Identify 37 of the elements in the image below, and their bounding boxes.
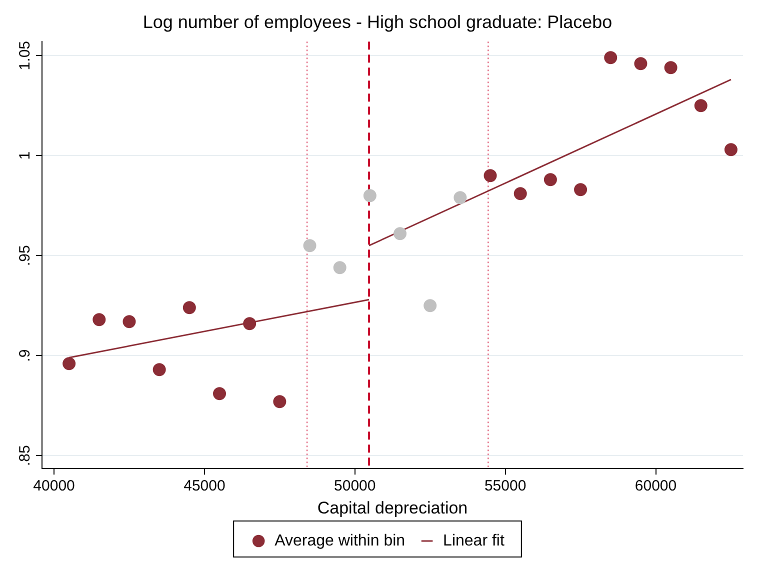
y-tick-label: 1.05 bbox=[16, 41, 34, 70]
y-tick-label: .85 bbox=[16, 445, 34, 466]
point bbox=[62, 357, 76, 370]
point bbox=[363, 189, 376, 202]
x-tick-label: 55000 bbox=[484, 478, 526, 495]
point bbox=[424, 299, 437, 312]
point bbox=[273, 395, 286, 408]
point bbox=[394, 227, 407, 240]
x-tick-label: 45000 bbox=[184, 478, 226, 495]
x-tick-label: 50000 bbox=[334, 478, 376, 495]
point bbox=[122, 315, 136, 328]
x-tick-label: 60000 bbox=[634, 478, 677, 495]
y-tick-label: .95 bbox=[16, 245, 34, 266]
point bbox=[664, 61, 678, 74]
chart-title: Log number of employees - High school graduate: Placebo bbox=[142, 12, 612, 32]
point bbox=[182, 301, 196, 314]
legend-label: Linear fit bbox=[443, 532, 505, 550]
point bbox=[604, 51, 618, 64]
point bbox=[92, 313, 106, 326]
x-tick-label: 40000 bbox=[33, 478, 75, 495]
point bbox=[333, 261, 346, 274]
point bbox=[152, 363, 166, 376]
point bbox=[514, 187, 527, 200]
point bbox=[303, 239, 316, 252]
point bbox=[634, 57, 648, 70]
point bbox=[724, 143, 738, 156]
point bbox=[694, 99, 708, 112]
point bbox=[243, 317, 256, 330]
legend-label: Average within bin bbox=[274, 532, 406, 550]
point bbox=[574, 183, 588, 196]
point bbox=[484, 169, 497, 182]
point bbox=[544, 173, 557, 186]
point bbox=[213, 387, 226, 400]
x-axis-title: Capital depreciation bbox=[317, 498, 468, 518]
point bbox=[454, 191, 467, 204]
y-tick-label: 1 bbox=[16, 151, 34, 160]
y-tick-label: .9 bbox=[16, 349, 34, 362]
